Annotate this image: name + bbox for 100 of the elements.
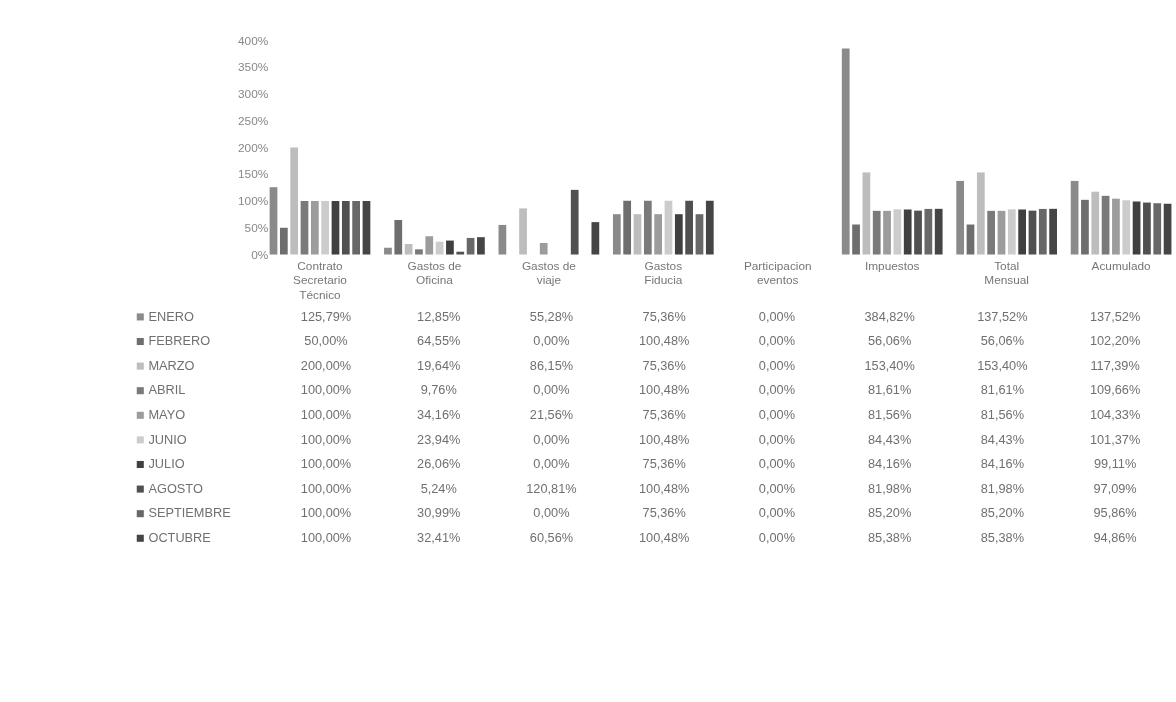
legend-label: JUNIO	[148, 431, 187, 447]
data-label: 99,11%	[1093, 456, 1137, 472]
bar	[893, 209, 902, 255]
data-label: 153,40%	[977, 357, 1028, 373]
legend-label: ABRIL	[148, 382, 186, 398]
data-label: 101,37%	[1089, 431, 1141, 447]
bar	[934, 208, 943, 255]
data-label: 100,48%	[639, 333, 690, 349]
data-label: 85,38%	[980, 529, 1024, 545]
data-label: 95,86%	[1093, 505, 1137, 521]
bar	[862, 172, 871, 255]
bar	[623, 200, 632, 255]
data-label: 81,98%	[980, 480, 1024, 496]
data-label: 120,81%	[526, 480, 577, 496]
data-label: 26,06%	[417, 456, 461, 472]
data-label: 100,00%	[300, 431, 352, 447]
bar	[466, 237, 475, 255]
data-label: 85,38%	[868, 529, 912, 545]
data-label: 104,33%	[1089, 406, 1141, 422]
data-label: 100,48%	[639, 529, 690, 545]
data-label: 0,00%	[533, 456, 570, 472]
data-label: 81,98%	[868, 480, 912, 496]
data-label: 84,43%	[980, 431, 1024, 447]
bar	[903, 209, 912, 255]
bar	[1081, 199, 1089, 255]
bar	[685, 200, 694, 255]
bar	[394, 219, 403, 255]
data-label: 50,00%	[304, 333, 348, 349]
bar	[570, 189, 579, 255]
data-label: 125,79%	[300, 308, 352, 324]
data-label: 0,00%	[533, 382, 570, 398]
bar	[1049, 208, 1057, 255]
bar	[1153, 203, 1162, 255]
data-label: 12,85%	[417, 308, 461, 324]
data-label: 84,16%	[980, 456, 1024, 472]
legend-label: ENERO	[148, 308, 194, 324]
data-label: 85,20%	[868, 505, 912, 521]
bar	[1163, 203, 1172, 255]
bar	[883, 210, 891, 255]
bar	[1091, 191, 1100, 255]
bar	[643, 200, 652, 255]
bar	[1007, 209, 1016, 255]
data-label: 100,00%	[300, 529, 352, 545]
bar	[279, 227, 288, 255]
bar	[633, 214, 642, 255]
x-tick-label: Total Mensual	[984, 258, 1030, 288]
y-tick-label: 100%	[238, 194, 269, 209]
x-tick-label: Acumulado	[1091, 258, 1152, 273]
y-tick-label: 200%	[238, 140, 269, 155]
bar	[435, 241, 444, 255]
bar	[446, 240, 454, 255]
bar	[425, 236, 434, 255]
data-label: 81,56%	[868, 406, 912, 422]
data-label: 75,36%	[642, 406, 686, 422]
data-label: 137,52%	[1089, 308, 1141, 324]
data-label: 0,00%	[758, 357, 795, 373]
data-label: 94,86%	[1093, 529, 1137, 545]
bar	[341, 201, 350, 255]
data-label: 60,56%	[529, 529, 574, 545]
bar	[456, 251, 465, 255]
bar	[1038, 208, 1047, 255]
data-label: 81,61%	[980, 382, 1024, 398]
bar	[841, 48, 850, 255]
data-label: 86,15%	[529, 357, 574, 373]
data-label: 0,00%	[758, 333, 795, 349]
bar	[987, 210, 996, 255]
data-label: 0,00%	[758, 382, 795, 398]
data-label: 100,48%	[639, 480, 690, 496]
data-label: 81,56%	[980, 406, 1024, 422]
data-label: 21,56%	[529, 406, 574, 422]
data-label: 75,36%	[642, 357, 686, 373]
y-tick-label: 350%	[238, 60, 269, 75]
data-label: 102,20%	[1089, 333, 1141, 349]
data-label: 64,55%	[417, 333, 461, 349]
data-label: 0,00%	[758, 480, 795, 496]
bar	[914, 210, 922, 255]
data-label: 56,06%	[980, 333, 1024, 349]
bar	[404, 244, 413, 255]
data-label: 55,28%	[529, 308, 574, 324]
x-tick-label: Contrato Secretario Técnico	[293, 258, 348, 302]
data-label: 100,00%	[300, 406, 352, 422]
bar	[362, 201, 371, 255]
bar	[415, 249, 423, 255]
bar	[539, 242, 548, 255]
bar	[591, 222, 600, 255]
bar	[269, 187, 278, 255]
data-label: 100,48%	[639, 382, 690, 398]
data-label: 0,00%	[758, 456, 795, 472]
data-label: 100,48%	[639, 431, 690, 447]
bar	[331, 201, 340, 255]
data-label: 0,00%	[758, 529, 795, 545]
data-label: 100,00%	[300, 480, 352, 496]
data-label: 0,00%	[533, 333, 570, 349]
bar	[352, 201, 361, 255]
data-label: 9,76%	[420, 382, 457, 398]
data-label: 137,52%	[977, 308, 1028, 324]
legend-label: OCTUBRE	[148, 529, 211, 545]
data-label: 200,00%	[300, 357, 352, 373]
data-label: 117,39%	[1090, 357, 1140, 373]
y-tick-label: 300%	[238, 87, 269, 102]
